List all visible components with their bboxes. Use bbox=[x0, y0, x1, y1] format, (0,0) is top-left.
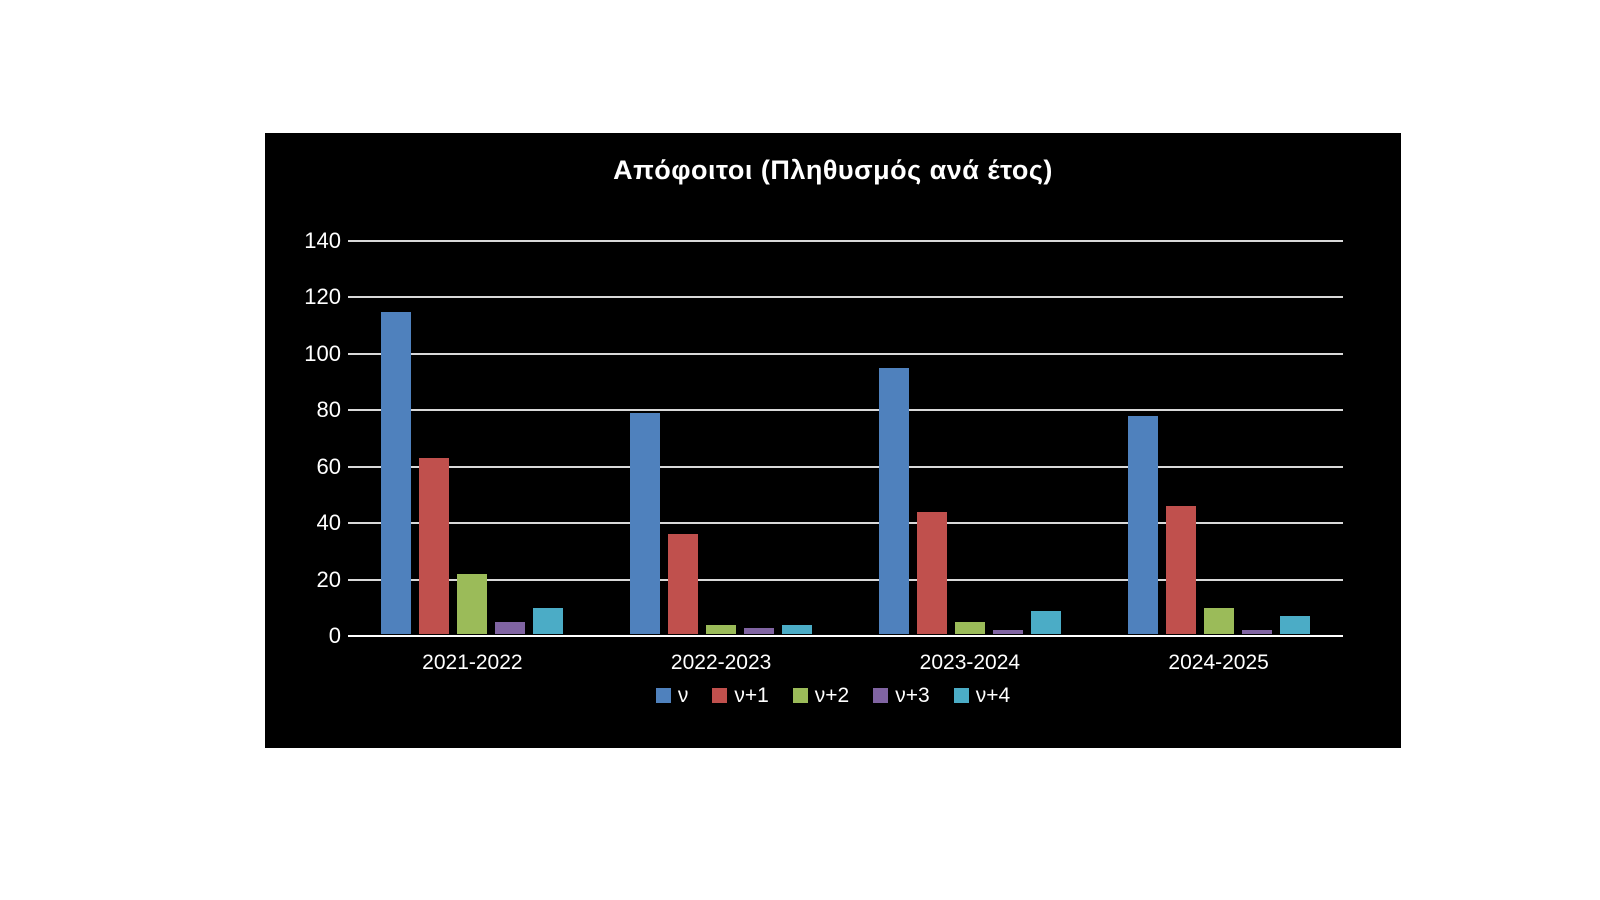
y-tick-label: 40 bbox=[316, 510, 341, 536]
bar-ν-2024-2025 bbox=[1127, 415, 1158, 634]
chart-legend: ν ν+1 ν+2 ν+3 ν+4 bbox=[265, 685, 1401, 706]
y-tick-label: 100 bbox=[304, 340, 341, 366]
x-category-label: 2023-2024 bbox=[919, 651, 1021, 674]
bar-ν+4-2024-2025 bbox=[1279, 616, 1310, 634]
legend-label: ν+1 bbox=[734, 684, 769, 707]
x-axis-line bbox=[348, 635, 1343, 637]
legend-label: ν+4 bbox=[975, 684, 1011, 707]
legend-item-ν: ν bbox=[655, 684, 689, 707]
chart-title: Απόφοιτοι (Πληθυσμός ανά έτος) bbox=[613, 155, 1053, 185]
gridline bbox=[348, 522, 1343, 525]
x-category-label: 2024-2025 bbox=[1168, 651, 1269, 674]
bar-ν+3-2021-2022 bbox=[495, 621, 526, 634]
bar-ν+1-2021-2022 bbox=[419, 458, 450, 634]
legend-label: ν bbox=[677, 684, 689, 707]
y-tick-label: 140 bbox=[304, 228, 341, 253]
legend-swatch-icon bbox=[655, 688, 671, 703]
legend-swatch-icon bbox=[953, 688, 969, 703]
gridline bbox=[348, 409, 1343, 412]
plot-area bbox=[348, 240, 1343, 637]
bar-ν+4-2022-2023 bbox=[782, 624, 813, 634]
y-axis-tick-labels: 0 20 40 60 80 100 120 140 bbox=[265, 230, 341, 647]
bar-ν+3-2024-2025 bbox=[1241, 630, 1272, 634]
y-tick-label: 0 bbox=[328, 623, 341, 648]
y-tick-label: 60 bbox=[316, 453, 341, 479]
legend-item-ν+1: ν+1 bbox=[712, 684, 769, 707]
bar-ν+1-2022-2023 bbox=[668, 534, 699, 634]
legend-swatch-icon bbox=[792, 688, 808, 703]
legend-item-ν+3: ν+3 bbox=[873, 684, 930, 707]
chart-panel: Απόφοιτοι (Πληθυσμός ανά έτος) 0 20 40 60 80… bbox=[265, 133, 1401, 748]
gridline bbox=[348, 240, 1343, 242]
bar-ν+3-2023-2024 bbox=[992, 630, 1023, 634]
x-category-label: 2022-2023 bbox=[670, 651, 772, 674]
x-category-label: 2021-2022 bbox=[422, 651, 523, 674]
bar-ν+2-2023-2024 bbox=[954, 621, 985, 634]
gridline bbox=[348, 296, 1343, 299]
bar-ν-2023-2024 bbox=[878, 367, 909, 634]
bar-ν+4-2023-2024 bbox=[1030, 610, 1061, 634]
bar-ν+2-2022-2023 bbox=[706, 624, 737, 634]
gridline bbox=[348, 352, 1343, 355]
legend-swatch-icon bbox=[712, 688, 728, 703]
y-tick-label: 120 bbox=[304, 284, 341, 310]
legend-item-ν+4: ν+4 bbox=[953, 684, 1011, 707]
bar-ν+1-2024-2025 bbox=[1165, 506, 1196, 634]
gridline bbox=[348, 465, 1343, 468]
y-tick-label: 20 bbox=[316, 566, 341, 592]
y-tick-label: 80 bbox=[316, 397, 341, 423]
legend-swatch-icon bbox=[873, 688, 889, 703]
bar-ν-2021-2022 bbox=[381, 311, 412, 634]
bar-ν+1-2023-2024 bbox=[916, 511, 947, 634]
legend-label: ν+3 bbox=[895, 684, 930, 707]
x-axis-category-labels: 2021-2022 2022-2023 2023-2024 2024-2025 bbox=[348, 651, 1343, 677]
bar-ν+2-2021-2022 bbox=[457, 573, 488, 634]
bar-ν+2-2024-2025 bbox=[1203, 607, 1234, 634]
bar-ν-2022-2023 bbox=[630, 413, 661, 634]
legend-item-ν+2: ν+2 bbox=[792, 684, 850, 707]
legend-label: ν+2 bbox=[814, 684, 850, 707]
bar-ν+3-2022-2023 bbox=[744, 627, 775, 634]
gridline bbox=[348, 578, 1343, 581]
bar-ν+4-2021-2022 bbox=[533, 607, 564, 634]
